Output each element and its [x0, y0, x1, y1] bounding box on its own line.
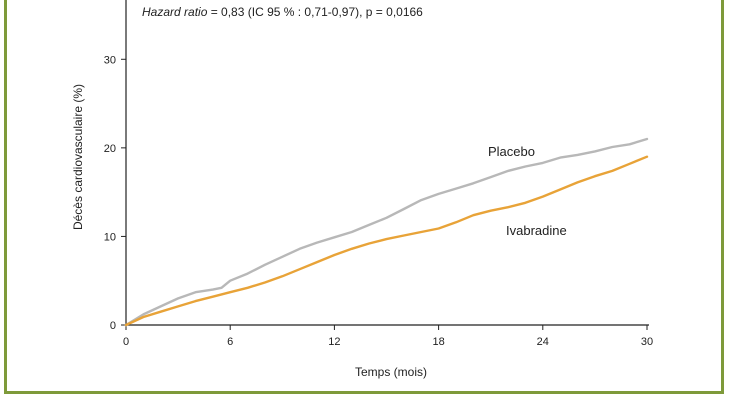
survival-chart: Hazard ratio = 0,83 (IC 95 % : 0,71-0,97… — [71, 0, 653, 379]
hazard-ratio-values: = 0,83 (IC 95 % : 0,71-0,97), p = 0,0166 — [207, 5, 423, 19]
bottom-strip — [0, 398, 735, 413]
series-line-ivabradine — [124, 155, 649, 327]
x-tick-label: 30 — [641, 336, 653, 348]
y-tick-label: 10 — [104, 231, 116, 243]
hazard-ratio-italic: Hazard ratio — [142, 5, 208, 19]
series-line-placebo — [124, 137, 649, 327]
x-tick-label: 18 — [432, 336, 444, 348]
x-axis-title: Temps (mois) — [355, 365, 427, 379]
y-tick-label: 30 — [104, 54, 116, 66]
x-tick-label: 24 — [537, 336, 549, 348]
series-lines — [124, 137, 649, 327]
y-axis-title: Décès cardiovasculaire (%) — [71, 84, 85, 230]
x-tick-label: 6 — [227, 336, 233, 348]
y-tick-label: 20 — [104, 143, 116, 155]
series-label-ivabradine: Ivabradine — [506, 223, 567, 238]
chart-panel: Hazard ratio = 0,83 (IC 95 % : 0,71-0,97… — [4, 0, 724, 394]
axes: 0 6 12 18 24 30 0 10 20 30 — [104, 0, 653, 348]
y-tick-label: 0 — [110, 320, 116, 332]
x-tick-label: 0 — [123, 336, 129, 348]
series-label-placebo: Placebo — [488, 144, 535, 159]
hazard-ratio-annotation: Hazard ratio = 0,83 (IC 95 % : 0,71-0,97… — [142, 5, 423, 19]
x-tick-label: 12 — [328, 336, 340, 348]
